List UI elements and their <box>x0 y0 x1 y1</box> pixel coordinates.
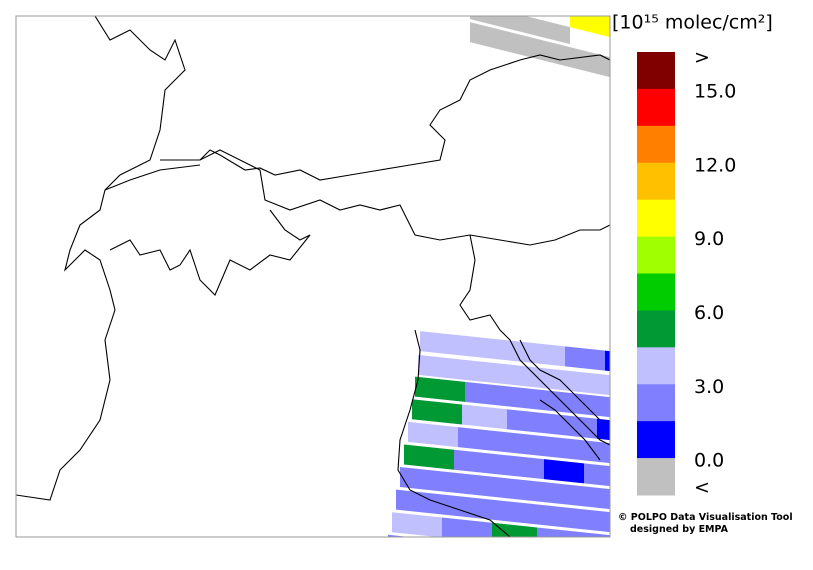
colorbar-title: [10¹⁵ molec/cm²] <box>612 12 773 34</box>
colorbar-swatch <box>637 458 675 496</box>
colorbar-swatch <box>637 199 675 238</box>
colorbar-swatch <box>637 125 675 164</box>
credit-line: © POLPO Data Visualisation Tool <box>618 512 793 523</box>
colorbar-label: 6.0 <box>694 302 724 324</box>
colorbar-swatch <box>637 236 675 274</box>
credit-line: designed by EMPA <box>630 524 729 535</box>
colorbar-label: 3.0 <box>694 376 724 398</box>
colorbar-swatch <box>637 52 675 90</box>
colorbar-label: 0.0 <box>694 450 724 472</box>
map-frame <box>15 15 611 538</box>
colorbar-swatch <box>637 384 675 422</box>
colorbar-label: > <box>694 47 710 69</box>
colorbar: >15.0 12.0 9.0 6.0 3.0 0.0 < <box>637 47 736 499</box>
colorbar-swatch <box>637 421 675 459</box>
colorbar-swatch <box>637 347 675 385</box>
colorbar-swatch <box>637 88 675 127</box>
colorbar-label: < <box>694 477 710 499</box>
colorbar-swatch <box>637 162 675 201</box>
colorbar-label: 9.0 <box>694 228 724 250</box>
satellite-swath <box>388 331 610 537</box>
colorbar-label: 15.0 <box>694 80 736 102</box>
colorbar-swatch <box>637 273 675 311</box>
colorbar-swatch <box>637 310 675 348</box>
satellite-swath-top <box>470 16 610 79</box>
colorbar-label: 12.0 <box>694 154 736 176</box>
map-area <box>16 16 610 537</box>
country-borders <box>16 16 610 537</box>
